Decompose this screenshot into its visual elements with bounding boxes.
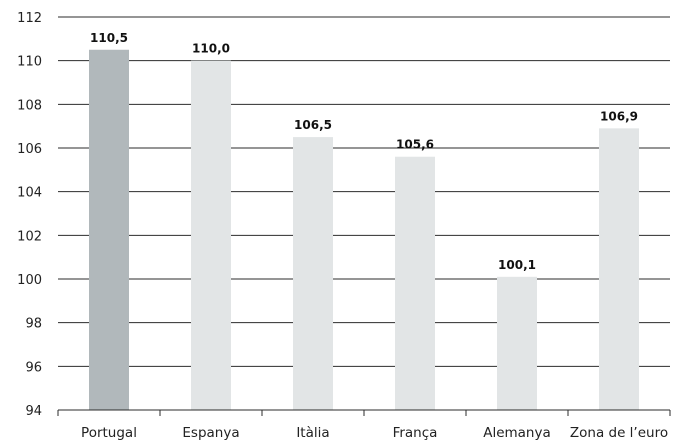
y-tick-label: 106 <box>17 142 42 157</box>
value-labels: 110,5 110,0 106,5 105,6 100,1 106,9 <box>90 31 638 272</box>
bar-zona-de-l-euro <box>599 128 639 410</box>
y-tick-label: 104 <box>17 186 42 201</box>
x-tick-label: França <box>393 425 438 441</box>
x-tick-label: Zona de l’euro <box>570 425 668 441</box>
value-label: 106,5 <box>294 118 332 132</box>
x-tick-label: Itàlia <box>296 425 329 441</box>
bar-espanya <box>191 60 231 411</box>
y-tick-label: 110 <box>17 55 42 70</box>
bar-fran-a <box>395 156 435 410</box>
bars <box>89 49 639 411</box>
value-label: 110,0 <box>192 42 230 56</box>
x-tick-label: Espanya <box>182 425 239 441</box>
y-tick-label: 100 <box>17 273 42 288</box>
y-tick-label: 108 <box>17 98 42 113</box>
value-label: 110,5 <box>90 31 128 45</box>
gridlines <box>58 16 670 367</box>
x-axis <box>57 409 671 416</box>
x-tick-label: Alemanya <box>483 425 551 441</box>
x-axis-ticks: Portugal Espanya Itàlia França Alemanya Zona … <box>81 425 668 441</box>
x-tick-label: Portugal <box>81 425 137 441</box>
value-label: 105,6 <box>396 138 434 152</box>
y-tick-label: 94 <box>25 404 42 419</box>
y-tick-label: 98 <box>25 317 42 332</box>
value-label: 100,1 <box>498 258 536 272</box>
y-tick-label: 112 <box>17 11 42 26</box>
y-tick-label: 102 <box>17 229 42 244</box>
bar-it-lia <box>293 137 333 411</box>
value-label: 106,9 <box>600 109 638 123</box>
bar-portugal <box>89 49 129 410</box>
bar-alemanya <box>497 276 537 410</box>
y-tick-label: 96 <box>25 360 42 375</box>
y-axis-ticks: 94 96 98 100 102 104 106 108 110 112 <box>17 11 42 419</box>
